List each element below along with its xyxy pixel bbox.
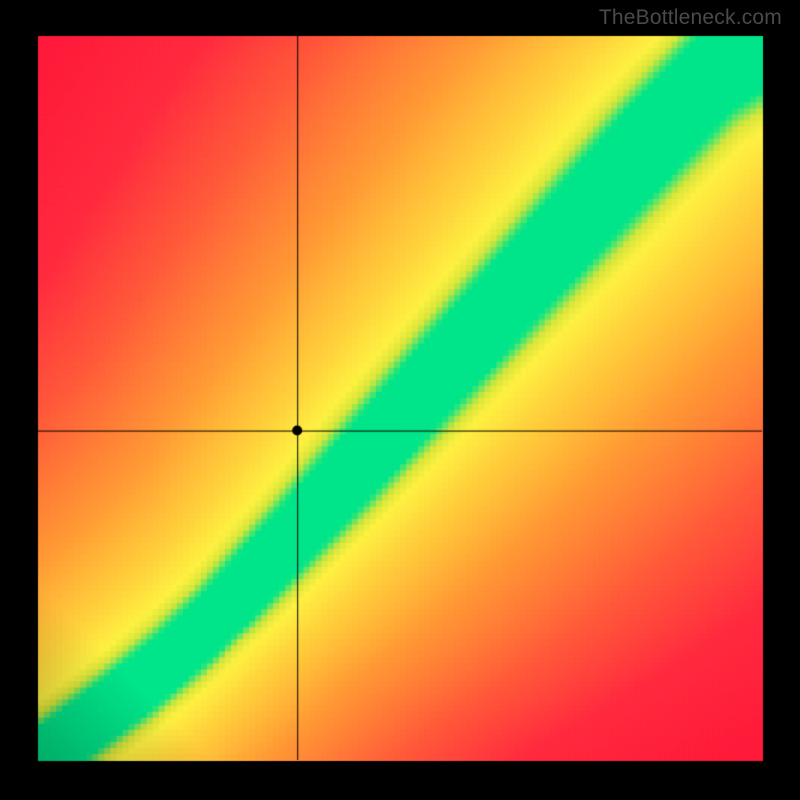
watermark-text: TheBottleneck.com (599, 6, 782, 30)
bottleneck-heatmap (0, 0, 800, 800)
chart-container: TheBottleneck.com (0, 0, 800, 800)
